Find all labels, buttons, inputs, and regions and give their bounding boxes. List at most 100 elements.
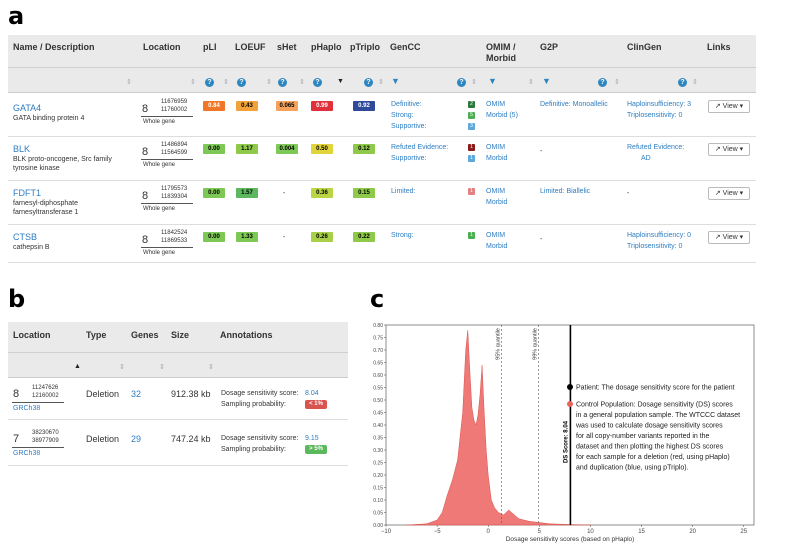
start-coordinate[interactable]: 11247626 (32, 385, 59, 391)
sort-icon[interactable]: ⇕ (190, 79, 196, 86)
gene-count-link[interactable]: 29 (131, 434, 142, 444)
view-button[interactable]: ↗ View ▾ (708, 187, 750, 200)
x-tick-label: 5 (538, 529, 542, 535)
header-clingen[interactable]: ClinGen (627, 42, 662, 52)
end-coordinate[interactable]: 12160002 (32, 393, 59, 399)
ds-score[interactable]: 9.15 (305, 435, 319, 442)
header-pli[interactable]: pLI (203, 42, 217, 52)
morbid-link[interactable]: Morbid (486, 155, 508, 162)
filter-icon[interactable]: ▼ (542, 76, 551, 86)
header-loeuf[interactable]: LOEUF (235, 42, 266, 52)
end-coordinate[interactable]: 38977909 (32, 438, 59, 444)
header-size[interactable]: Size (171, 330, 190, 340)
sort-icon[interactable]: ⇕ (208, 364, 214, 371)
sort-icon[interactable]: ⇕ (614, 79, 620, 86)
morbid-link[interactable]: Morbid (486, 243, 508, 250)
morbid-link[interactable]: Morbid (5) (486, 112, 518, 119)
help-icon[interactable]: ? (278, 78, 287, 87)
header-phaplo[interactable]: pHaplo (311, 42, 342, 52)
view-button[interactable]: ↗ View ▾ (708, 143, 750, 156)
clingen-haplo[interactable]: Haploinsufficiency: 3 (627, 101, 692, 108)
gene-name-link[interactable]: GATA4 (13, 103, 42, 113)
filter-icon[interactable]: ▼ (488, 76, 497, 86)
omim-link[interactable]: OMIM (486, 144, 506, 151)
chromosome-link[interactable]: 7 (13, 433, 20, 445)
filter-icon[interactable]: ▼ (391, 76, 400, 86)
clingen-triplo[interactable]: Triplosensitivity: 0 (627, 112, 683, 119)
cnv-size: 747.24 kb (171, 434, 211, 444)
gene-table: Name / Description Location pLI LOEUF sH… (8, 35, 756, 263)
header-genes[interactable]: Genes (131, 330, 159, 340)
gencc-item[interactable]: Limited: (391, 188, 416, 195)
gene-name-link[interactable]: CTSB (13, 232, 38, 242)
help-icon[interactable]: ? (457, 78, 466, 87)
sort-icon[interactable]: ⇕ (692, 79, 698, 86)
genome-build[interactable]: GRCh38 (13, 405, 41, 412)
header-location[interactable]: Location (143, 42, 181, 52)
gencc-item[interactable]: Strong: (391, 232, 414, 239)
ds-score[interactable]: 8.04 (305, 390, 319, 397)
sort-asc-icon[interactable]: ▲ (74, 363, 81, 370)
sort-icon[interactable]: ⇕ (119, 364, 125, 371)
omim-link[interactable]: OMIM (486, 101, 506, 108)
sort-icon[interactable]: ⇕ (266, 79, 272, 86)
gencc-count: 1 (468, 232, 475, 239)
sort-icon[interactable]: ⇕ (223, 79, 229, 86)
sort-icon[interactable]: ⇕ (126, 79, 132, 86)
sort-icon[interactable]: ⇕ (471, 79, 477, 86)
header-name[interactable]: Name / Description (13, 42, 95, 52)
gencc-item[interactable]: Strong: (391, 112, 414, 119)
sort-icon[interactable]: ⇕ (378, 79, 384, 86)
header-location[interactable]: Location (13, 330, 51, 340)
help-icon[interactable]: ? (205, 78, 214, 87)
header-morbid[interactable]: Morbid (486, 53, 516, 63)
cnv-table-header (8, 322, 348, 377)
sort-icon[interactable]: ⇕ (528, 79, 534, 86)
genome-build[interactable]: GRCh38 (13, 450, 41, 457)
help-icon[interactable]: ? (237, 78, 246, 87)
ds-label: Dosage sensitivity score: (221, 390, 299, 397)
g2p-link[interactable]: Limited: Biallelic (540, 188, 591, 195)
header-type[interactable]: Type (86, 330, 107, 340)
header-omim[interactable]: OMIM / (486, 42, 516, 52)
omim-link[interactable]: OMIM (486, 232, 506, 239)
sort-icon[interactable]: ⇕ (159, 364, 165, 371)
header-gencc[interactable]: GenCC (390, 42, 421, 52)
morbid-link[interactable]: Morbid (486, 199, 508, 206)
gencc-item[interactable]: Supportive: (391, 155, 427, 162)
chromosome-link[interactable]: 8 (13, 388, 20, 400)
sort-icon[interactable]: ⇕ (299, 79, 305, 86)
x-tick-label: 0 (487, 529, 491, 535)
ptriplo-badge: 0.92 (353, 101, 375, 111)
clingen-haplo[interactable]: Haploinsufficiency: 0 (627, 232, 692, 239)
gene-name-link[interactable]: BLK (13, 144, 31, 154)
y-tick-label: 0.70 (373, 348, 383, 354)
header-shet[interactable]: sHet (277, 42, 297, 52)
help-icon[interactable]: ? (678, 78, 687, 87)
gene-name-link[interactable]: FDFT1 (13, 188, 41, 198)
gencc-item[interactable]: Supportive: (391, 123, 427, 130)
gencc-item[interactable]: Refuted Evidence: (391, 144, 449, 151)
gene-description: cathepsin B (13, 244, 50, 251)
clingen-triplo[interactable]: Triplosensitivity: 0 (627, 243, 683, 250)
phaplo-badge: 0.50 (311, 144, 333, 154)
pli-badge: 0.84 (203, 101, 225, 111)
gene-count-link[interactable]: 32 (131, 389, 142, 399)
shet-value: - (283, 234, 286, 241)
clingen-triplo[interactable]: AD (641, 155, 651, 162)
start-coordinate[interactable]: 38230670 (32, 430, 59, 436)
help-icon[interactable]: ? (364, 78, 373, 87)
header-ptriplo[interactable]: pTriplo (350, 42, 380, 52)
help-icon[interactable]: ? (598, 78, 607, 87)
view-button[interactable]: ↗ View ▾ (708, 100, 750, 113)
caret-down-icon: ▾ (739, 103, 744, 110)
sort-desc-icon[interactable]: ▼ (337, 78, 344, 85)
legend-control-line: dataset and then plotting the highest DS… (576, 444, 724, 451)
g2p-link[interactable]: Definitive: Monoallelic (540, 101, 608, 108)
gencc-item[interactable]: Definitive: (391, 101, 422, 108)
omim-link[interactable]: OMIM (486, 188, 506, 195)
header-g2p[interactable]: G2P (540, 42, 559, 52)
clingen-haplo[interactable]: Refuted Evidence: (627, 144, 685, 151)
view-button[interactable]: ↗ View ▾ (708, 231, 750, 244)
help-icon[interactable]: ? (313, 78, 322, 87)
